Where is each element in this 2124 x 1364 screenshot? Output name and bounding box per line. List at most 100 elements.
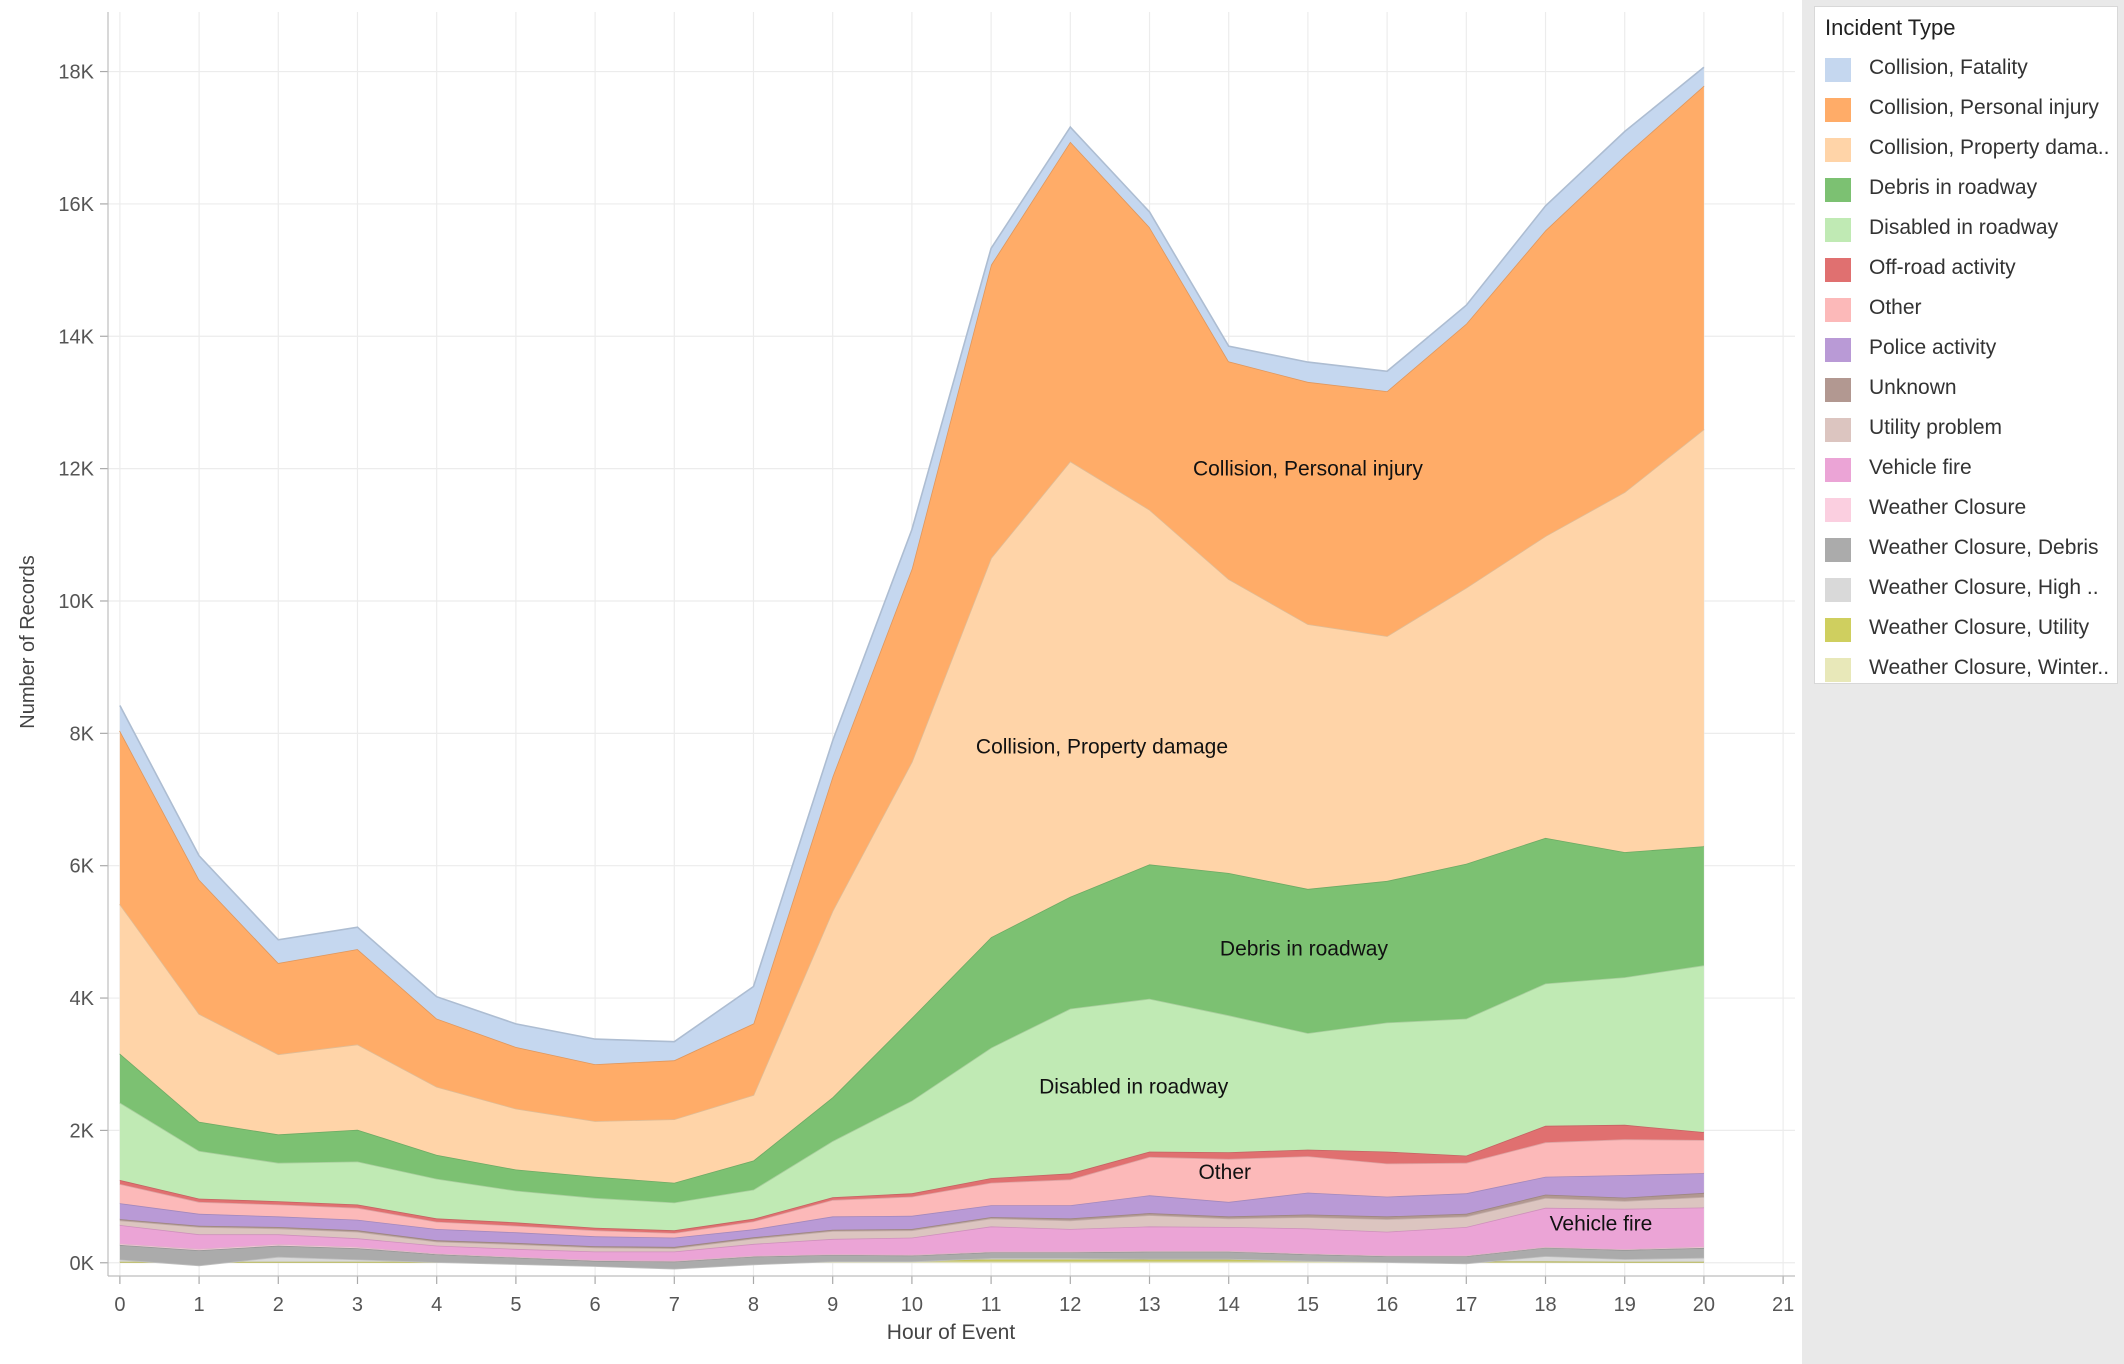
area-edge-collision-fatality <box>119 66 1705 1043</box>
stacked-area-chart: 0 1 2 3 4 5 6 7 8 9 10 11 12 13 14 15 16 17 18 19 20 210K2K4K… <box>17 12 1795 1344</box>
y-tick-label: 8K <box>70 723 95 745</box>
legend-swatch <box>1825 498 1851 522</box>
legend-item[interactable]: Debris in roadway <box>1825 169 2115 209</box>
axes: 0 1 2 3 4 5 6 7 8 9 10 11 12 13 14 15 16 17 18 19 20 210K2K4K… <box>58 12 1795 1316</box>
legend-item[interactable]: Off-road activity <box>1825 249 2115 289</box>
x-tick-label: 15 <box>1297 1294 1319 1316</box>
y-axis-title: Number of Records <box>17 555 39 728</box>
chart-panel: 0 1 2 3 4 5 6 7 8 9 10 11 12 13 14 15 16 17 18 19 20 21 0K 2K 4K… <box>17 12 1795 1344</box>
legend-label: Vehicle fire <box>1869 456 1972 479</box>
x-tick-label: 2 <box>273 1294 284 1316</box>
area-collision-fatality <box>119 67 1704 1065</box>
legend-label: Weather Closure, Debris <box>1869 536 2099 559</box>
area-off-road-activity <box>119 1124 1704 1233</box>
area-annotation: Debris in roadway <box>1220 937 1389 960</box>
x-tick-label: 13 <box>1138 1294 1160 1316</box>
x-tick-label: 19 <box>1614 1294 1636 1316</box>
y-tick-label: 16K <box>58 194 94 216</box>
legend-label: Weather Closure <box>1869 496 2027 519</box>
legend-item[interactable]: Disabled in roadway <box>1825 209 2115 249</box>
y-tick-label: 2K <box>70 1120 95 1142</box>
x-tick-label: 5 <box>510 1294 521 1316</box>
x-tick-label: 11 <box>981 1294 1002 1316</box>
legend-title: Incident Type <box>1825 15 1956 40</box>
x-tick-label: 1 <box>194 1294 205 1316</box>
legend-label: Unknown <box>1869 376 1957 399</box>
legend-swatch <box>1825 138 1851 162</box>
x-tick-label: 16 <box>1376 1294 1398 1316</box>
area-series-layer <box>119 66 1705 1270</box>
x-tick-label: 21 <box>1772 1294 1794 1316</box>
legend-label: Weather Closure, Winter.. <box>1869 656 2110 679</box>
area-weather-closure-debris <box>119 1244 1704 1269</box>
legend-swatch <box>1825 298 1851 322</box>
legend-item[interactable]: Vehicle fire <box>1825 449 2115 489</box>
legend-swatch <box>1825 458 1851 482</box>
legend-swatch <box>1825 578 1851 602</box>
legend-label: Other <box>1869 296 1922 319</box>
legend-item[interactable]: Weather Closure, High .. <box>1825 569 2115 609</box>
legend-label: Utility problem <box>1869 416 2003 439</box>
area-annotations: Collision, Personal injury Collision, Pro… <box>976 458 1652 1236</box>
legend-label: Weather Closure, Utility <box>1869 616 2090 639</box>
x-tick-label: 20 <box>1693 1294 1715 1316</box>
legend-label: Weather Closure, High .. <box>1869 576 2099 599</box>
legend-item[interactable]: Unknown <box>1825 369 2115 409</box>
legend-label: Disabled in roadway <box>1869 216 2059 239</box>
y-tick-label: 10K <box>58 591 94 613</box>
x-tick-label: 18 <box>1534 1294 1556 1316</box>
legend-label: Debris in roadway <box>1869 176 2038 199</box>
legend-label: Collision, Fatality <box>1869 56 2028 79</box>
x-tick-label: 12 <box>1059 1294 1081 1316</box>
x-axis-title: Hour of Event <box>887 1321 1016 1344</box>
y-tick-label: 4K <box>70 988 95 1010</box>
area-annotation: Collision, Personal injury <box>1193 458 1423 481</box>
x-tick-label: 10 <box>901 1294 923 1316</box>
legend-item[interactable]: Weather Closure, Debris <box>1825 529 2115 569</box>
area-disabled-in-roadway <box>119 965 1704 1231</box>
legend-swatch <box>1825 378 1851 402</box>
y-tick-label: 14K <box>58 326 94 348</box>
x-tick-label: 14 <box>1218 1294 1240 1316</box>
y-tick-label: 18K <box>58 62 94 84</box>
x-tick-label: 4 <box>431 1294 442 1316</box>
x-tick-label: 0 <box>114 1294 125 1316</box>
legend-item[interactable]: Police activity <box>1825 329 2115 369</box>
legend-label: Collision, Personal injury <box>1869 96 2099 119</box>
x-tick-label: 8 <box>748 1294 759 1316</box>
x-tick-label: 17 <box>1455 1294 1477 1316</box>
area-annotation: Disabled in roadway <box>1039 1076 1229 1099</box>
legend-swatch <box>1825 538 1851 562</box>
area-vehicle-fire <box>119 1207 1704 1261</box>
area-debris-in-roadway <box>119 837 1704 1203</box>
legend-label: Off-road activity <box>1869 256 2016 279</box>
legend-swatch <box>1825 418 1851 442</box>
x-tick-label: 3 <box>352 1294 363 1316</box>
x-tick-label: 6 <box>590 1294 601 1316</box>
y-tick-label: 6K <box>70 856 95 878</box>
legend-swatch <box>1825 618 1851 642</box>
legend-item[interactable]: Weather Closure, Winter.. <box>1825 649 2115 689</box>
legend-swatch <box>1825 218 1851 242</box>
legend-swatch <box>1825 338 1851 362</box>
legend-label: Police activity <box>1869 336 1997 359</box>
area-annotation: Vehicle fire <box>1550 1213 1653 1236</box>
area-collision-property-dama <box>119 429 1704 1183</box>
legend-swatch <box>1825 58 1851 82</box>
legend-item[interactable]: Other <box>1825 289 2115 329</box>
area-annotation: Collision, Property damage <box>976 736 1228 759</box>
legend-item[interactable]: Collision, Property dama.. <box>1825 129 2115 169</box>
legend-item[interactable]: Weather Closure, Utility <box>1825 609 2115 649</box>
legend-item[interactable]: Utility problem <box>1825 409 2115 449</box>
legend-swatch <box>1825 658 1851 682</box>
area-annotation: Other <box>1198 1161 1251 1184</box>
legend-item[interactable]: Collision, Fatality <box>1825 49 2115 89</box>
legend-item[interactable]: Collision, Personal injury <box>1825 89 2115 129</box>
area-collision-personal-injury <box>119 85 1704 1122</box>
legend-card: Incident Type Collision, Fatality Collisi… <box>1814 6 2118 684</box>
x-tick-label: 7 <box>669 1294 680 1316</box>
legend-item[interactable]: Weather Closure <box>1825 489 2115 529</box>
legend-swatch <box>1825 178 1851 202</box>
legend-swatch <box>1825 258 1851 282</box>
area-other <box>119 1139 1704 1238</box>
